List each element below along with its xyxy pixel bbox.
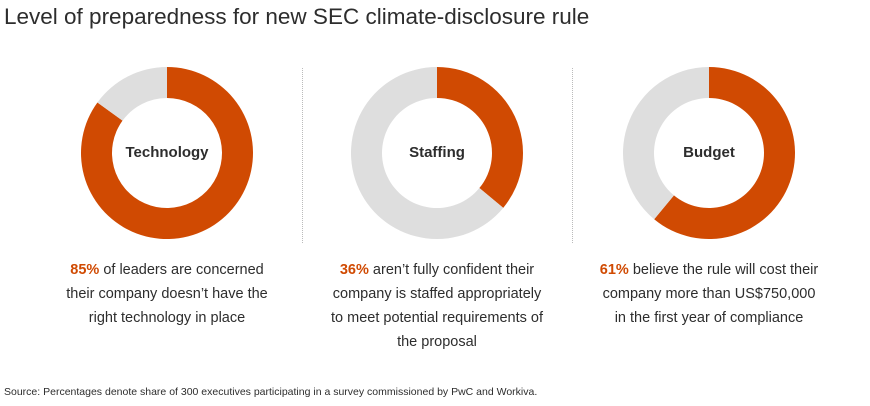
donut-segment	[351, 67, 504, 240]
donut-chart: Technology 85% of leaders are concerned t…	[47, 62, 287, 362]
caption-text: aren’t fully confident their company is …	[331, 262, 543, 350]
donut-title: Staffing	[409, 144, 465, 161]
caption: 36% aren’t fully confident their company…	[327, 258, 547, 354]
donut-title: Budget	[683, 144, 735, 161]
donut-segment	[623, 67, 709, 220]
donut: Technology	[80, 67, 254, 239]
source: Source: Percentages denote share of 300 …	[4, 386, 538, 398]
donut-segment	[97, 67, 167, 121]
divider	[572, 68, 573, 243]
donut: Budget	[623, 67, 795, 239]
donut: Staffing	[351, 67, 523, 240]
value-label: 61%	[599, 262, 629, 278]
donut-segment	[654, 67, 795, 239]
caption: 61% believe the rule will cost their com…	[599, 258, 819, 330]
donut-chart: Budget 61% believe the rule will cost the…	[589, 62, 829, 362]
value-label: 36%	[339, 262, 369, 278]
donut-segment	[80, 67, 254, 239]
donut-chart: Staffing 36% aren’t fully confident their…	[317, 62, 557, 362]
donut-segment	[437, 67, 523, 208]
caption-text: of leaders are concerned their company d…	[66, 262, 268, 326]
caption: 85% of leaders are concerned their compa…	[57, 258, 277, 330]
value-label: 85%	[70, 262, 100, 278]
divider	[302, 68, 303, 243]
caption-text: believe the rule will cost their company…	[602, 262, 819, 326]
title: Level of preparedness for new SEC climat…	[4, 4, 590, 29]
donut-title: Technology	[125, 144, 209, 161]
